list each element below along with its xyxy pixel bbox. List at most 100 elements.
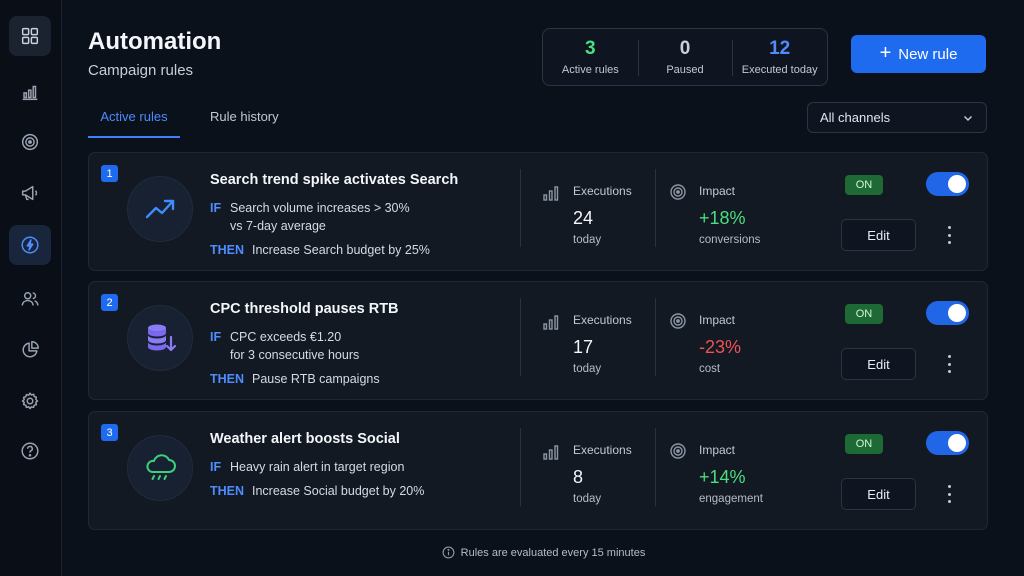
then-action: Increase Search budget by 25%: [252, 243, 430, 257]
if-condition-line1: Search volume increases > 30%: [230, 201, 410, 215]
executions-label: Executions: [573, 443, 632, 457]
impact-value: +14%: [699, 467, 746, 487]
executions-bar-icon: [543, 445, 559, 460]
if-keyword: IF: [210, 201, 222, 215]
channel-filter-select[interactable]: All channels: [807, 102, 987, 133]
edit-button[interactable]: Edit: [841, 348, 916, 380]
tab-rule-history[interactable]: Rule history: [210, 109, 279, 124]
impact-value: -23%: [699, 337, 742, 357]
channel-filter-value: All channels: [820, 110, 891, 125]
executions-bar-icon: [543, 315, 559, 330]
executions-period: today: [573, 363, 602, 375]
chevron-down-icon: [963, 115, 973, 121]
users-icon[interactable]: [9, 279, 51, 319]
rule-name: Weather alert boosts Social: [210, 431, 400, 447]
stat-active-rules: 3 Active rules: [543, 29, 638, 85]
rule-enabled-toggle[interactable]: [926, 431, 969, 455]
footer-note: Rules are evaluated every 15 minutes: [0, 546, 1024, 559]
divider: [655, 298, 656, 376]
impact-metric: cost: [699, 363, 721, 375]
trend-up-icon: [127, 176, 193, 242]
rule-name: CPC threshold pauses RTB: [210, 301, 399, 317]
edit-button[interactable]: Edit: [841, 478, 916, 510]
automation-bolt-icon[interactable]: [9, 225, 51, 265]
pie-chart-icon[interactable]: [9, 330, 51, 370]
stat-executed-today: 12 Executed today: [732, 29, 827, 85]
rule-card: 2 CPC threshold pauses RTB IF CPC exceed…: [88, 281, 988, 400]
rule-card: 1 Search trend spike activates Search IF…: [88, 152, 988, 271]
if-condition-line1: Heavy rain alert in target region: [230, 460, 405, 474]
divider: [655, 169, 656, 247]
status-badge: ON: [845, 304, 883, 324]
rule-number-badge: 3: [101, 424, 118, 441]
footer-note-text: Rules are evaluated every 15 minutes: [460, 546, 646, 559]
rule-enabled-toggle[interactable]: [926, 301, 969, 325]
impact-value: +18%: [699, 208, 746, 228]
then-action: Pause RTB campaigns: [252, 372, 380, 386]
rule-number-badge: 1: [101, 165, 118, 182]
then-action: Increase Social budget by 20%: [252, 484, 425, 498]
impact-metric: conversions: [699, 234, 761, 246]
if-keyword: IF: [210, 460, 222, 474]
stat-label: Active rules: [561, 64, 619, 76]
dashboard-grid-icon[interactable]: [9, 16, 51, 56]
divider: [520, 428, 521, 506]
toggle-knob: [948, 434, 966, 452]
stat-value: 3: [585, 38, 596, 59]
executions-period: today: [573, 493, 602, 505]
tab-active-rules[interactable]: Active rules: [88, 109, 180, 138]
executions-count: 8: [573, 467, 584, 487]
toggle-knob: [948, 304, 966, 322]
executions-count: 17: [573, 337, 594, 357]
executions-period: today: [573, 234, 602, 246]
stat-value: 0: [679, 38, 691, 59]
rule-name: Search trend spike activates Search: [210, 172, 459, 188]
divider: [520, 298, 521, 376]
impact-target-icon: [670, 184, 686, 200]
edit-button[interactable]: Edit: [841, 219, 916, 251]
megaphone-icon[interactable]: [9, 173, 51, 213]
info-icon: [442, 546, 455, 559]
rule-enabled-toggle[interactable]: [926, 172, 969, 196]
status-badge: ON: [845, 434, 883, 454]
impact-label: Impact: [699, 443, 736, 457]
impact-label: Impact: [699, 184, 736, 198]
executions-count: 24: [573, 208, 594, 228]
plus-icon: +: [879, 42, 892, 64]
sidebar: [0, 0, 62, 576]
target-icon[interactable]: [9, 122, 51, 162]
executions-label: Executions: [573, 184, 632, 198]
then-keyword: THEN: [210, 243, 245, 257]
settings-gear-icon[interactable]: [9, 381, 51, 421]
if-condition-line1: CPC exceeds €1.20: [230, 330, 342, 344]
coins-down-icon: [127, 305, 193, 371]
more-options-icon[interactable]: [945, 226, 953, 244]
executions-label: Executions: [573, 313, 632, 327]
impact-metric: engagement: [699, 493, 763, 505]
more-options-icon[interactable]: [945, 485, 953, 503]
stat-value: 12: [769, 38, 791, 59]
rule-number-badge: 2: [101, 294, 118, 311]
page-title: Automation: [88, 28, 222, 55]
rule-card: 3 Weather alert boosts Social IF Heavy r…: [88, 411, 988, 530]
impact-target-icon: [670, 313, 686, 329]
if-condition-line2: vs 7-day average: [230, 219, 326, 233]
new-rule-label: New rule: [898, 45, 958, 63]
help-icon[interactable]: [9, 431, 51, 471]
rain-cloud-icon: [127, 435, 193, 501]
divider: [655, 428, 656, 506]
new-rule-button[interactable]: + New rule: [851, 35, 986, 73]
page-subtitle: Campaign rules: [88, 62, 194, 79]
status-badge: ON: [845, 175, 883, 195]
analytics-bar-icon[interactable]: [9, 72, 51, 112]
toggle-knob: [948, 175, 966, 193]
more-options-icon[interactable]: [945, 355, 953, 373]
executions-bar-icon: [543, 186, 559, 201]
stats-summary: 3 Active rules 0 Paused 12 Executed toda…: [542, 28, 828, 86]
then-keyword: THEN: [210, 484, 245, 498]
if-condition-line2: for 3 consecutive hours: [230, 348, 360, 362]
if-keyword: IF: [210, 330, 222, 344]
stat-label: Executed today: [741, 64, 818, 76]
divider: [520, 169, 521, 247]
stat-label: Paused: [666, 64, 704, 76]
